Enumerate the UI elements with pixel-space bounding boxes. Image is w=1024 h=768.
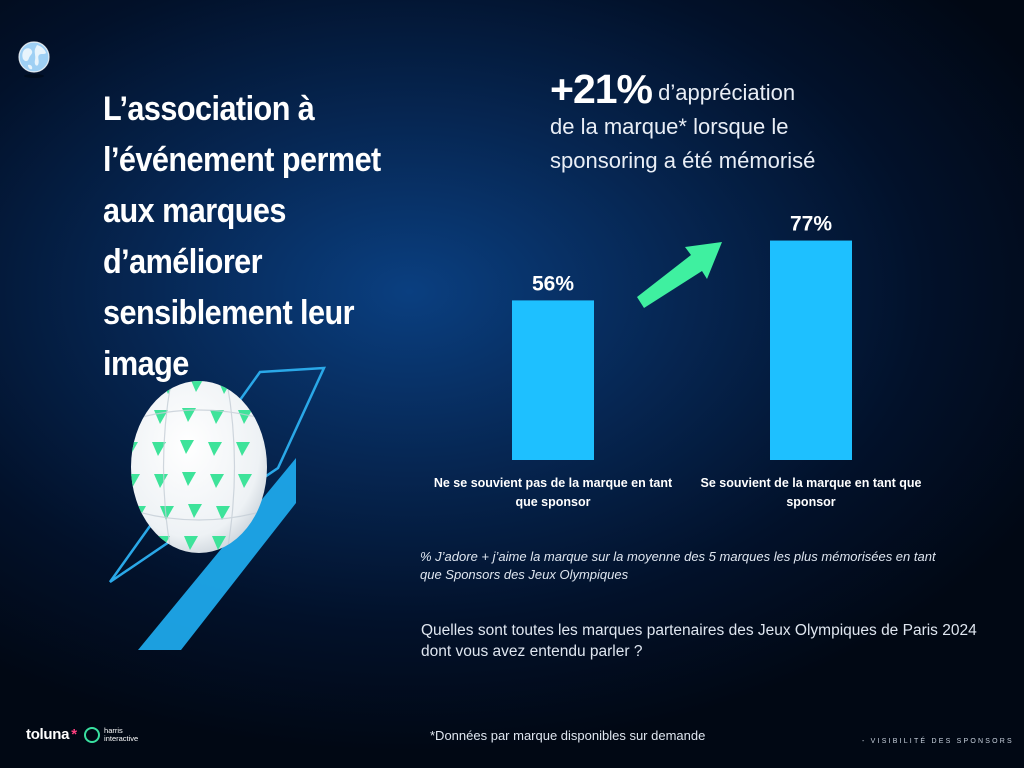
- toluna-harris-logo: toluna * harris interactive: [26, 726, 138, 743]
- kpi-text-rest: de la marque* lorsque le sponsoring a ét…: [550, 114, 816, 173]
- bar-value-label-2: 77%: [790, 213, 832, 236]
- bar-2: [770, 240, 852, 460]
- footnote-question: % J’adore + j’aime la marque sur la moye…: [420, 549, 936, 582]
- category-label-2-line-2: sponsor: [786, 495, 835, 509]
- section-label: - VISIBILITÉ DES SPONSORS: [862, 738, 1014, 745]
- globe-icon: [18, 38, 50, 78]
- logo-ring-icon: [84, 726, 101, 743]
- headline: L’association à l’événement permet aux m…: [103, 90, 381, 383]
- kpi-text-first: d’appréciation: [658, 80, 796, 105]
- kpi-block: +21% d’appréciation de la marque* lorsqu…: [550, 69, 950, 178]
- logo-brand: toluna: [26, 726, 70, 743]
- category-label-2-line-1: Se souvient de la marque en tant que: [701, 476, 922, 490]
- bar-1: [512, 300, 594, 460]
- bar-chart: 56% Ne se souvient pas de la marque en ta…: [434, 213, 922, 509]
- survey-question: Quelles sont toutes les marques partenai…: [421, 622, 977, 660]
- category-label-1-line-2: que sponsor: [515, 495, 590, 509]
- category-label-1-line-1: Ne se souvient pas de la marque en tant: [434, 476, 673, 490]
- ball-illustration: [96, 360, 336, 650]
- growth-arrow-icon: [637, 242, 722, 308]
- source-note: *Données par marque disponibles sur dema…: [430, 728, 706, 743]
- logo-star: *: [71, 726, 78, 743]
- kpi-value: +21%: [550, 66, 653, 112]
- logo-partner-line1: harris: [104, 725, 123, 735]
- bar-value-label-1: 56%: [532, 272, 574, 295]
- logo-partner: harris interactive: [104, 725, 139, 743]
- logo-partner-line2: interactive: [104, 733, 139, 743]
